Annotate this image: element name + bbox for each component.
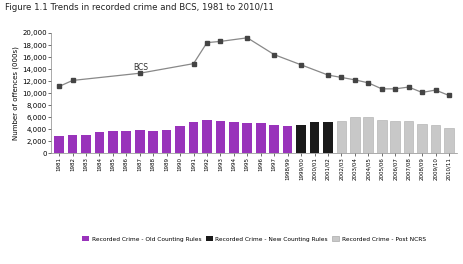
Bar [336, 121, 345, 153]
Bar [229, 122, 238, 153]
Bar [81, 134, 91, 153]
Bar [256, 123, 265, 153]
Bar [162, 130, 171, 153]
Bar [416, 124, 426, 153]
Bar [376, 120, 386, 153]
Legend: Recorded Crime - Old Counting Rules, Recorded Crime - New Counting Rules, Record: Recorded Crime - Old Counting Rules, Rec… [80, 234, 427, 244]
Bar [108, 131, 118, 153]
Bar [403, 121, 413, 153]
Bar [309, 122, 319, 153]
Y-axis label: Number of offences (000s): Number of offences (000s) [13, 46, 19, 140]
Bar [389, 121, 399, 153]
Text: Figure 1.1 Trends in recorded crime and BCS, 1981 to 2010/11: Figure 1.1 Trends in recorded crime and … [5, 3, 273, 12]
Bar [242, 123, 251, 153]
Bar [121, 131, 131, 153]
Bar [148, 131, 158, 153]
Bar [349, 117, 359, 153]
Bar [54, 136, 64, 153]
Bar [175, 126, 185, 153]
Bar [443, 128, 453, 153]
Bar [430, 125, 439, 153]
Bar [215, 121, 225, 153]
Bar [188, 122, 198, 153]
Text: BCS: BCS [133, 63, 148, 72]
Bar [322, 122, 332, 153]
Bar [295, 125, 305, 153]
Bar [202, 120, 212, 153]
Bar [282, 126, 292, 153]
Bar [68, 134, 77, 153]
Bar [135, 130, 144, 153]
Bar [363, 117, 372, 153]
Bar [269, 125, 278, 153]
Bar [94, 132, 104, 153]
